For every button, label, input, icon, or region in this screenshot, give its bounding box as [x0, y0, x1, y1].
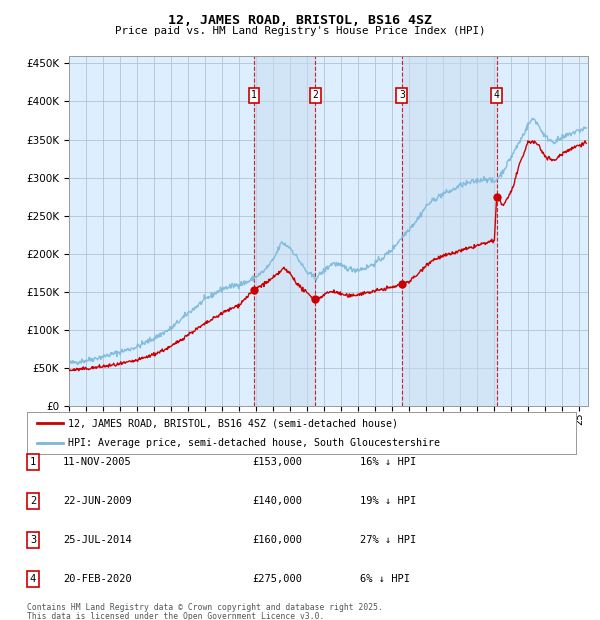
Text: £160,000: £160,000	[252, 535, 302, 545]
Text: Contains HM Land Registry data © Crown copyright and database right 2025.: Contains HM Land Registry data © Crown c…	[27, 603, 383, 612]
Text: 12, JAMES ROAD, BRISTOL, BS16 4SZ (semi-detached house): 12, JAMES ROAD, BRISTOL, BS16 4SZ (semi-…	[68, 418, 398, 428]
Text: 4: 4	[494, 91, 500, 100]
Text: 19% ↓ HPI: 19% ↓ HPI	[360, 496, 416, 506]
Bar	[254, 56, 315, 406]
Text: 3: 3	[30, 535, 36, 545]
Text: 1: 1	[251, 91, 257, 100]
Text: £153,000: £153,000	[252, 457, 302, 467]
Text: HPI: Average price, semi-detached house, South Gloucestershire: HPI: Average price, semi-detached house,…	[68, 438, 440, 448]
Text: 22-JUN-2009: 22-JUN-2009	[63, 496, 132, 506]
Text: 20-FEB-2020: 20-FEB-2020	[63, 574, 132, 584]
Text: £140,000: £140,000	[252, 496, 302, 506]
Text: 25-JUL-2014: 25-JUL-2014	[63, 535, 132, 545]
Text: 16% ↓ HPI: 16% ↓ HPI	[360, 457, 416, 467]
Text: 27% ↓ HPI: 27% ↓ HPI	[360, 535, 416, 545]
Text: £275,000: £275,000	[252, 574, 302, 584]
Text: 2: 2	[312, 91, 318, 100]
Text: Price paid vs. HM Land Registry's House Price Index (HPI): Price paid vs. HM Land Registry's House …	[115, 26, 485, 36]
Text: 11-NOV-2005: 11-NOV-2005	[63, 457, 132, 467]
Text: 12, JAMES ROAD, BRISTOL, BS16 4SZ: 12, JAMES ROAD, BRISTOL, BS16 4SZ	[168, 14, 432, 27]
Text: 4: 4	[30, 574, 36, 584]
Text: 6% ↓ HPI: 6% ↓ HPI	[360, 574, 410, 584]
Text: This data is licensed under the Open Government Licence v3.0.: This data is licensed under the Open Gov…	[27, 612, 325, 620]
Text: 1: 1	[30, 457, 36, 467]
Bar	[402, 56, 497, 406]
Text: 2: 2	[30, 496, 36, 506]
Text: 3: 3	[399, 91, 405, 100]
